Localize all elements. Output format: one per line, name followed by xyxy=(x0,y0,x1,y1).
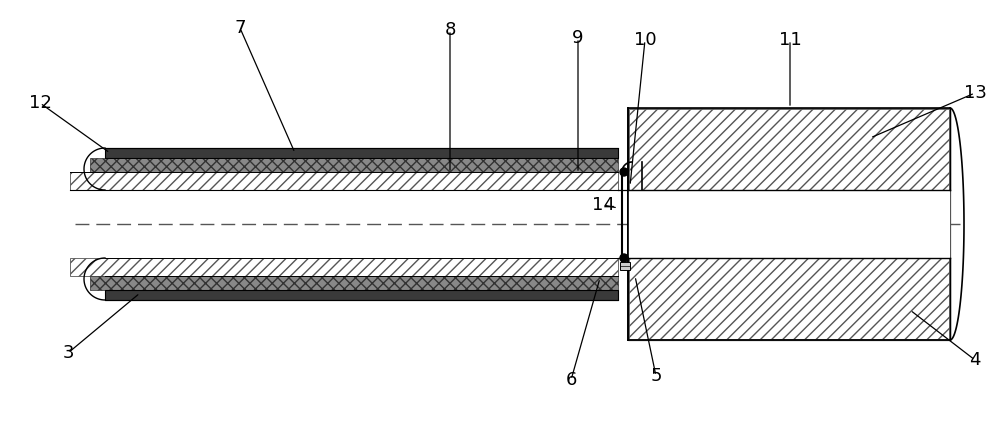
Text: 6: 6 xyxy=(565,371,577,389)
Bar xyxy=(628,108,950,340)
Text: 12: 12 xyxy=(29,94,51,112)
Text: 5: 5 xyxy=(650,367,662,385)
Text: 9: 9 xyxy=(572,29,584,47)
Bar xyxy=(620,262,630,270)
Bar xyxy=(90,276,618,290)
Circle shape xyxy=(620,254,628,262)
Bar xyxy=(105,148,618,158)
Bar xyxy=(629,109,949,190)
Text: 7: 7 xyxy=(234,19,246,37)
Text: 14: 14 xyxy=(592,196,614,214)
Circle shape xyxy=(620,168,628,176)
Text: 13: 13 xyxy=(964,84,986,102)
Bar xyxy=(70,172,618,190)
Text: 8: 8 xyxy=(444,21,456,39)
Bar xyxy=(90,158,618,172)
Text: 11: 11 xyxy=(779,31,801,49)
Bar xyxy=(70,258,618,276)
Text: 4: 4 xyxy=(969,351,981,369)
Text: 10: 10 xyxy=(634,31,656,49)
Text: 3: 3 xyxy=(62,344,74,362)
Bar xyxy=(105,290,618,300)
Bar xyxy=(628,190,950,258)
Bar xyxy=(629,258,949,339)
